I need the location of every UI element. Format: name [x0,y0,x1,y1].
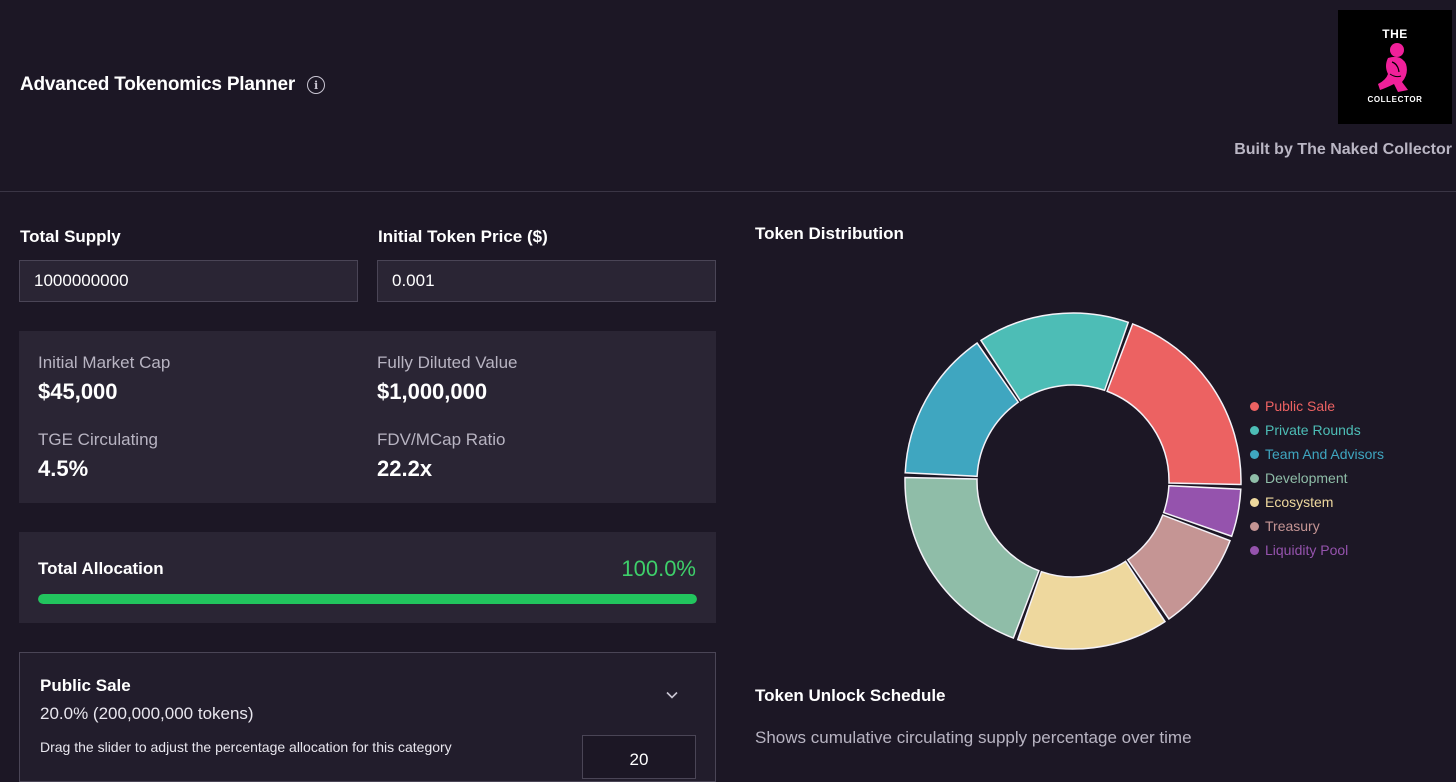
legend-item-ecosystem[interactable]: Ecosystem [1250,490,1384,514]
tge-circulating-value: 4.5% [38,456,89,481]
donut-slice-liquidity-pool[interactable] [1162,484,1242,538]
market-cap-value: $45,000 [38,379,118,404]
legend-dot [1250,425,1259,435]
total-allocation-label: Total Allocation [38,559,164,578]
title-row: Advanced Tokenomics Planner i [20,74,326,96]
fdv-mcap-ratio-label: FDV/MCap Ratio [377,430,506,449]
fdv-mcap-ratio-value: 22.2x [377,456,433,481]
donut-slice-private-rounds[interactable] [979,312,1130,402]
unlock-schedule-description: Shows cumulative circulating supply perc… [755,728,1192,747]
legend-dot [1250,521,1259,531]
distribution-donut-chart [904,312,1242,650]
allocation-progress-track [38,594,697,604]
legend-dot [1250,545,1259,555]
donut-slice-team-and-advisors[interactable] [904,342,1020,478]
legend-dot [1250,401,1259,411]
category-help-text: Drag the slider to adjust the percentage… [40,739,452,755]
legend-label: Development [1265,470,1348,486]
initial-price-label: Initial Token Price ($) [378,227,548,246]
logo-bottom-text: COLLECTOR [1367,95,1423,104]
legend-label: Treasury [1265,518,1320,534]
fdv-value: $1,000,000 [377,379,488,404]
total-supply-label: Total Supply [20,227,121,246]
legend-dot [1250,497,1259,507]
total-supply-input[interactable] [19,260,358,302]
category-name: Public Sale [40,676,131,695]
market-cap-label: Initial Market Cap [38,353,171,372]
figure-icon [1378,43,1408,92]
header: Advanced Tokenomics Planner i THE COLLEC… [0,0,1456,192]
legend-item-development[interactable]: Development [1250,466,1384,490]
initial-price-input[interactable] [377,260,716,302]
total-allocation-value: 100.0% [621,556,696,581]
tge-circulating-label: TGE Circulating [38,430,158,449]
category-card-public-sale[interactable]: Public Sale 20.0% (200,000,000 tokens) D… [19,652,716,782]
donut-slice-development[interactable] [904,476,1040,640]
total-allocation-card: Total Allocation 100.0% [19,532,716,623]
info-icon[interactable]: i [307,76,326,94]
page-title: Advanced Tokenomics Planner [20,74,296,95]
legend-item-liquidity-pool[interactable]: Liquidity Pool [1250,538,1384,562]
stats-card: Initial Market Cap $45,000 Fully Diluted… [19,331,716,503]
legend-item-team-and-advisors[interactable]: Team And Advisors [1250,442,1384,466]
category-summary: 20.0% (200,000,000 tokens) [40,704,254,723]
legend-dot [1250,449,1259,459]
donut-slice-treasury[interactable] [1126,514,1232,620]
unlock-schedule-title: Token Unlock Schedule [755,686,946,705]
fdv-label: Fully Diluted Value [377,353,518,372]
legend-label: Liquidity Pool [1265,542,1349,558]
legend-label: Public Sale [1265,398,1336,414]
logo-top-text: THE [1382,27,1408,41]
legend-item-private-rounds[interactable]: Private Rounds [1250,418,1384,442]
legend-item-public-sale[interactable]: Public Sale [1250,394,1384,418]
built-by-credit: Built by The Naked Collector [1234,141,1452,158]
legend-label: Ecosystem [1265,494,1334,510]
legend-label: Team And Advisors [1265,446,1385,462]
legend-item-treasury[interactable]: Treasury [1250,514,1384,538]
legend-dot [1250,473,1259,483]
allocation-progress-fill [38,594,697,604]
distribution-legend: Public Sale Private Rounds Team And Adviso… [1250,394,1384,562]
donut-slice-public-sale[interactable] [1106,322,1242,486]
category-percent-input[interactable] [582,735,696,779]
legend-label: Private Rounds [1265,422,1361,438]
brand-logo[interactable]: THE COLLECTOR [1338,10,1452,124]
donut-slice-ecosystem[interactable] [1016,560,1167,650]
distribution-title: Token Distribution [755,224,904,243]
chevron-down-icon[interactable] [666,689,678,701]
